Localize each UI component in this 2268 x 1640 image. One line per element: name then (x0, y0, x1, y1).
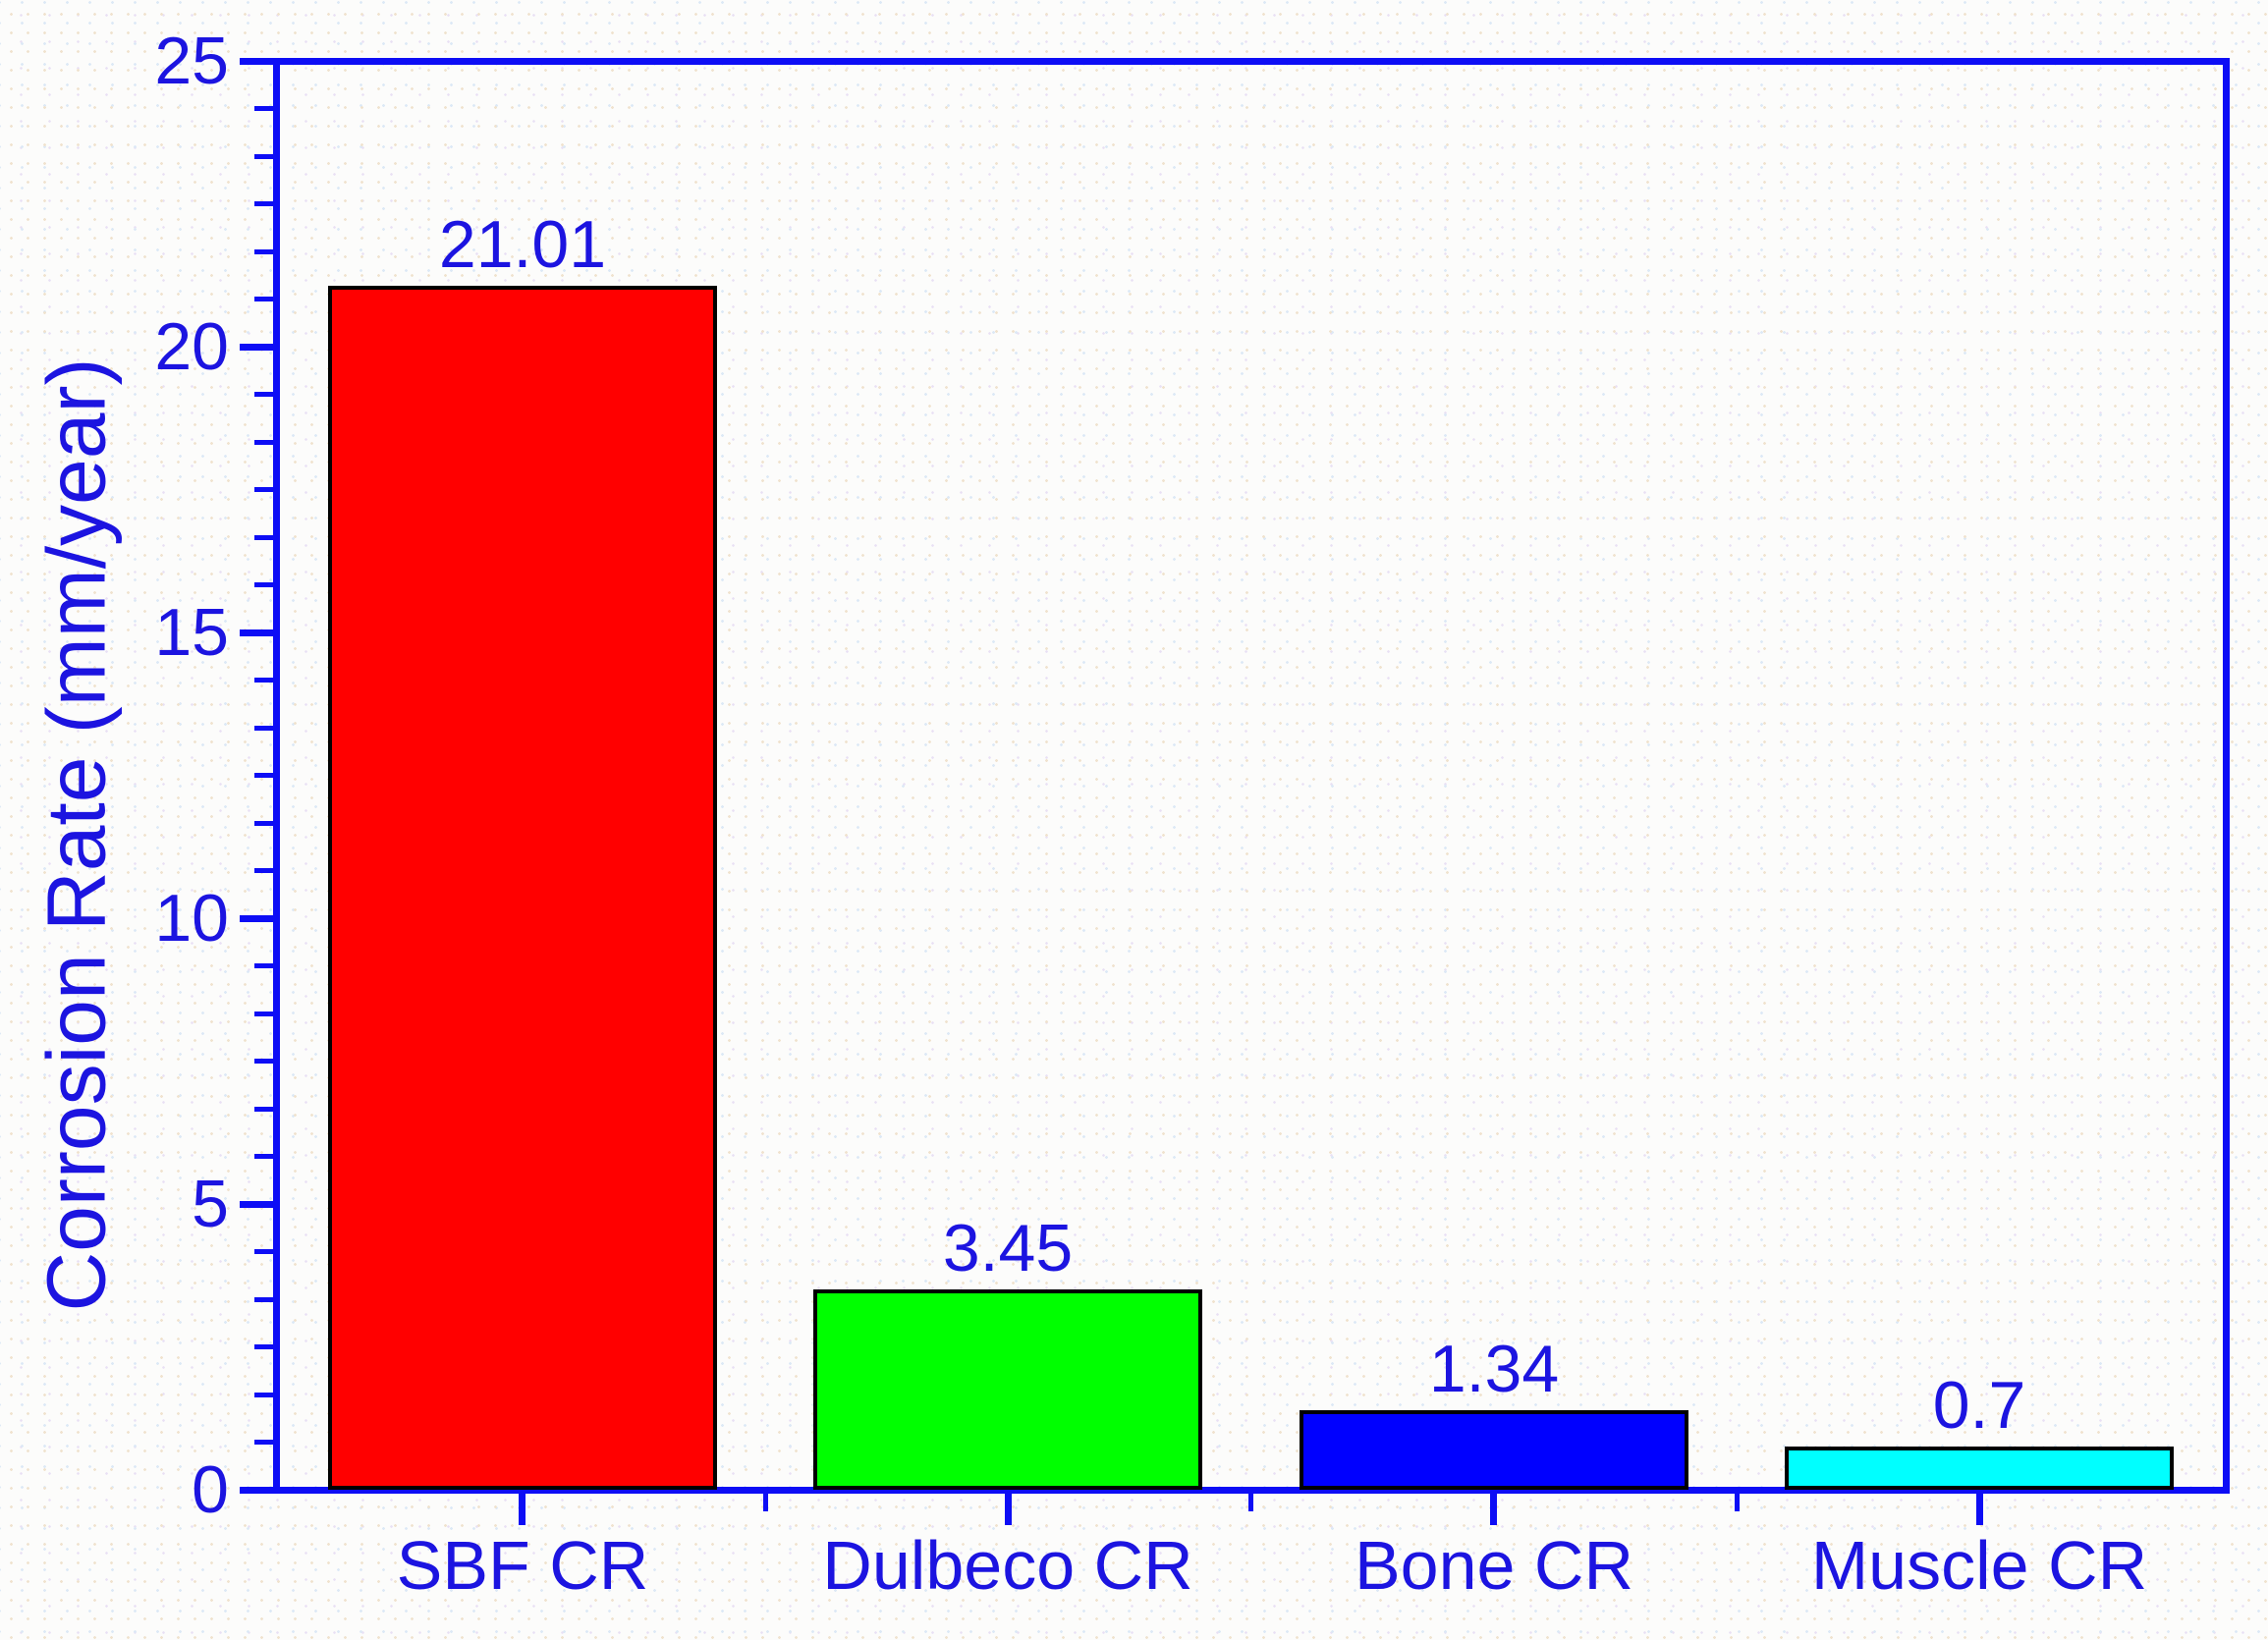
bar-value-label: 21.01 (438, 206, 607, 282)
y-minor-tick (253, 439, 273, 445)
x-category-label: SBF CR (396, 1527, 649, 1604)
x-minor-tick (1734, 1493, 1740, 1511)
y-minor-tick (253, 963, 273, 968)
bar-dulbeco-cr (813, 1288, 1202, 1490)
y-minor-tick (253, 1296, 273, 1302)
y-minor-tick (253, 1249, 273, 1254)
y-minor-tick (253, 106, 273, 111)
y-minor-tick (253, 487, 273, 492)
y-minor-tick (253, 297, 273, 301)
y-minor-tick (253, 582, 273, 587)
y-tick-label: 15 (154, 595, 229, 670)
y-major-tick (239, 1486, 273, 1494)
x-minor-tick (1248, 1493, 1253, 1511)
y-minor-tick (253, 725, 273, 731)
x-major-tick (1490, 1493, 1498, 1525)
y-minor-tick (253, 1106, 273, 1112)
x-category-label: Dulbeco CR (822, 1527, 1193, 1604)
y-minor-tick (253, 534, 273, 540)
bar-value-label: 0.7 (1932, 1367, 2026, 1443)
y-minor-tick (253, 678, 273, 683)
y-minor-tick (253, 248, 273, 254)
x-category-label: Muscle CR (1810, 1527, 2148, 1604)
plot-area-frame (272, 57, 2230, 1494)
y-major-tick (239, 914, 273, 922)
y-minor-tick (253, 1154, 273, 1159)
bar-sbf-cr (328, 285, 717, 1490)
y-minor-tick (253, 1392, 273, 1397)
y-major-tick (239, 57, 273, 65)
y-tick-label: 25 (154, 24, 229, 98)
y-minor-tick (253, 773, 273, 778)
y-tick-label: 10 (154, 881, 229, 956)
y-major-tick (239, 629, 273, 636)
y-major-tick (239, 1200, 273, 1208)
y-minor-tick (253, 1344, 273, 1349)
bar-muscle-cr (1785, 1446, 2174, 1490)
y-tick-label: 0 (192, 1452, 229, 1527)
y-minor-tick (253, 868, 273, 873)
y-minor-tick (253, 153, 273, 159)
y-minor-tick (253, 1059, 273, 1064)
bar-bone-cr (1300, 1409, 1688, 1490)
y-minor-tick (253, 820, 273, 826)
y-minor-tick (253, 1011, 273, 1016)
y-tick-label: 5 (192, 1167, 229, 1241)
bar-value-label: 3.45 (942, 1210, 1074, 1285)
bar-value-label: 1.34 (1428, 1331, 1560, 1406)
x-minor-tick (762, 1493, 768, 1511)
x-major-tick (1004, 1493, 1012, 1525)
y-minor-tick (253, 201, 273, 206)
x-major-tick (519, 1493, 526, 1525)
y-tick-label: 20 (154, 309, 229, 384)
y-minor-tick (253, 392, 273, 397)
x-category-label: Bone CR (1354, 1527, 1634, 1604)
y-minor-tick (253, 1440, 273, 1445)
y-major-tick (239, 343, 273, 351)
x-major-tick (1975, 1493, 1983, 1525)
